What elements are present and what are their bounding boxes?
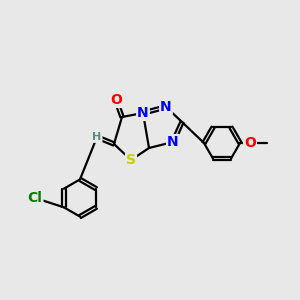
Text: O: O bbox=[244, 136, 256, 150]
Text: S: S bbox=[126, 153, 136, 167]
Text: N: N bbox=[167, 135, 179, 149]
Text: Cl: Cl bbox=[28, 191, 42, 205]
Text: N: N bbox=[137, 106, 149, 120]
Text: H: H bbox=[92, 132, 102, 142]
Text: N: N bbox=[160, 100, 172, 114]
Text: O: O bbox=[110, 93, 122, 107]
